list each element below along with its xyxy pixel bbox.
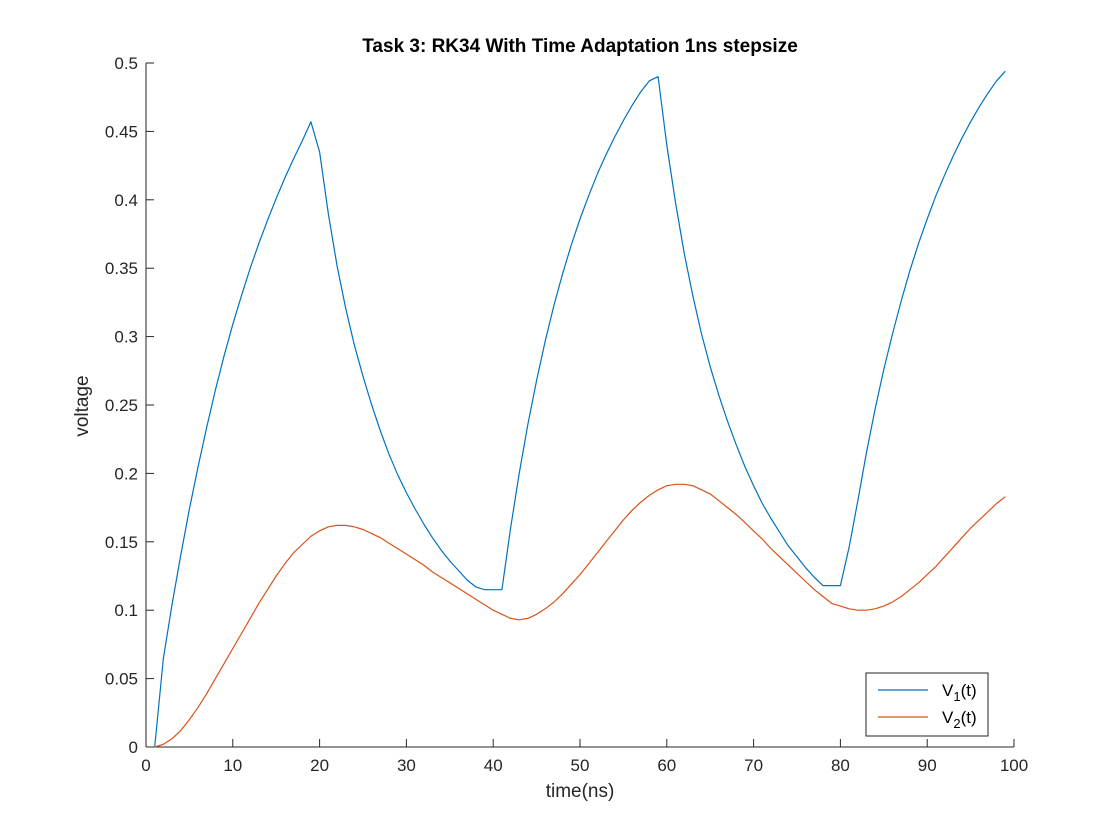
x-tick-label: 30 bbox=[397, 756, 416, 775]
x-tick-label: 100 bbox=[1000, 756, 1028, 775]
x-tick-label: 10 bbox=[223, 756, 242, 775]
y-tick-label: 0.4 bbox=[114, 191, 138, 210]
y-tick-label: 0 bbox=[129, 738, 138, 757]
legend-box bbox=[865, 672, 989, 737]
y-tick-label: 0.5 bbox=[114, 54, 138, 73]
x-tick-label: 60 bbox=[657, 756, 676, 775]
x-tick-label: 40 bbox=[484, 756, 503, 775]
y-tick-label: 0.35 bbox=[105, 259, 138, 278]
y-tick-label: 0.45 bbox=[105, 122, 138, 141]
y-tick-label: 0.15 bbox=[105, 533, 138, 552]
y-tick-label: 0.1 bbox=[114, 601, 138, 620]
x-tick-label: 70 bbox=[744, 756, 763, 775]
x-tick-label: 50 bbox=[571, 756, 590, 775]
y-tick-label: 0.2 bbox=[114, 464, 138, 483]
y-tick-label: 0.25 bbox=[105, 396, 138, 415]
series-line-2 bbox=[154, 483, 1006, 748]
x-tick-label: 20 bbox=[310, 756, 329, 775]
plot-area: 0 10 20 30 40 50 60 70 80 90 100 0 0.05 0.1 0.15 0.2 0.2… bbox=[105, 54, 1028, 775]
y-tick-label: 0.3 bbox=[114, 328, 138, 347]
series-line-1 bbox=[154, 70, 1006, 748]
legend-label-2: V2(t) bbox=[942, 708, 977, 731]
legend: V1(t) V2(t) bbox=[865, 672, 989, 737]
y-tick-label: 0.05 bbox=[105, 670, 138, 689]
legend-label-1: V1(t) bbox=[942, 681, 977, 704]
x-tick-label: 80 bbox=[831, 756, 850, 775]
x-tick-label: 0 bbox=[141, 756, 150, 775]
x-tick-label: 90 bbox=[918, 756, 937, 775]
y-axis-label: voltage bbox=[72, 375, 93, 436]
x-axis-label: time(ns) bbox=[546, 781, 615, 802]
chart-title: Task 3: RK34 With Time Adaptation 1ns st… bbox=[362, 36, 798, 57]
